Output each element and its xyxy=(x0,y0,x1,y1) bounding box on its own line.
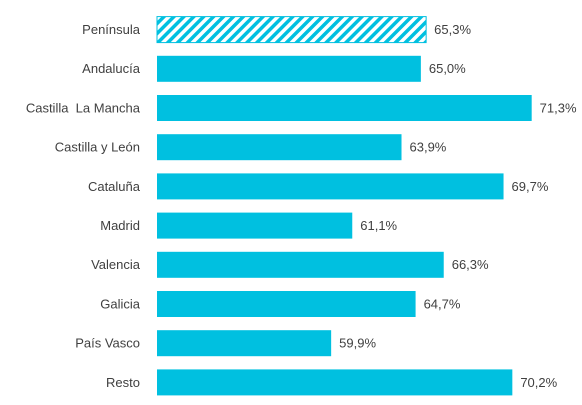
value-label: 63,9% xyxy=(410,140,447,155)
bar xyxy=(157,291,416,317)
value-label: 70,2% xyxy=(520,375,557,390)
bar xyxy=(157,369,513,396)
bar xyxy=(157,134,402,161)
value-label: 64,7% xyxy=(424,296,461,311)
bar xyxy=(157,95,532,121)
value-label: 66,3% xyxy=(452,257,489,272)
category-label: Galicia xyxy=(100,296,141,311)
bar xyxy=(157,251,444,278)
value-label: 69,7% xyxy=(512,179,549,194)
category-label: Valencia xyxy=(91,257,141,272)
bar xyxy=(157,330,332,357)
category-label: Cataluña xyxy=(88,179,141,194)
value-label: 65,0% xyxy=(429,61,466,76)
category-label: Madrid xyxy=(100,218,140,233)
bar xyxy=(156,16,427,44)
bar xyxy=(157,55,421,82)
category-label: Castilla La Mancha xyxy=(26,100,141,115)
bar xyxy=(157,173,504,200)
bar xyxy=(157,212,353,239)
value-label: 65,3% xyxy=(434,22,471,37)
category-label: Castilla y León xyxy=(55,140,140,155)
value-label: 71,3% xyxy=(540,100,577,115)
category-label: País Vasco xyxy=(75,336,140,351)
value-label: 59,9% xyxy=(339,336,376,351)
value-label: 61,1% xyxy=(360,218,397,233)
category-label: Península xyxy=(82,22,141,37)
category-label: Resto xyxy=(106,375,140,390)
category-label: Andalucía xyxy=(82,61,141,76)
